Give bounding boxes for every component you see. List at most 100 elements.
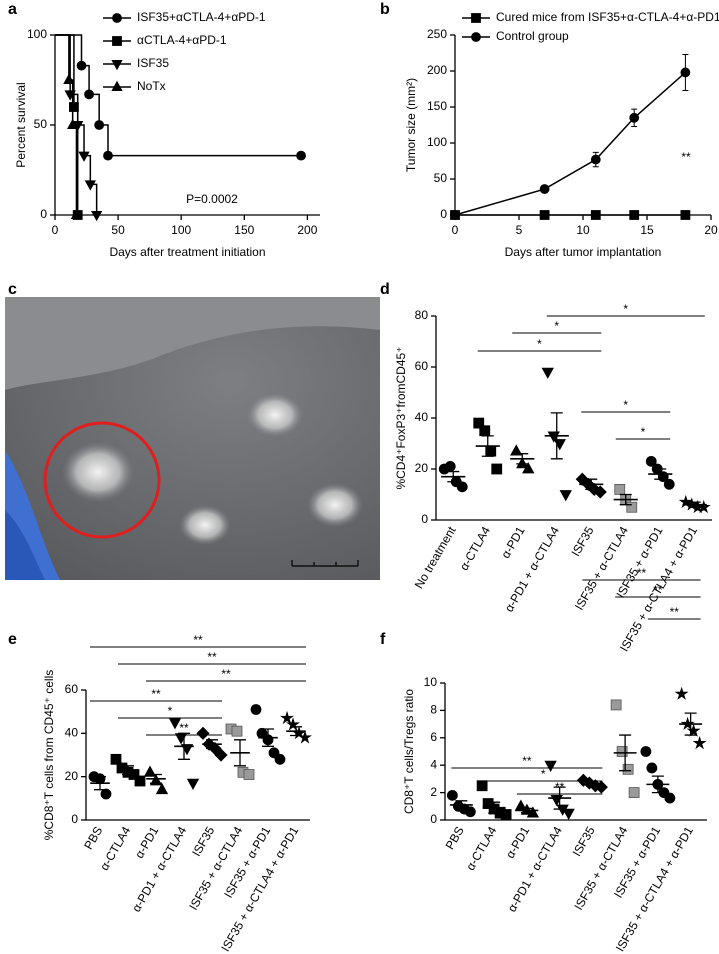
marker (473, 417, 485, 429)
highlight-circle (43, 421, 161, 539)
x-axis-label: Days after tumor implantation (505, 245, 662, 259)
marker (296, 150, 306, 161)
x-tick-label: 15 (640, 223, 654, 237)
marker (84, 89, 94, 100)
y-tick-label: 250 (427, 27, 447, 41)
marker (274, 753, 286, 765)
marker (626, 501, 638, 513)
panel-label: a (8, 1, 17, 18)
y-tick-label: 50 (434, 171, 448, 185)
panel-label: e (8, 631, 17, 648)
series-line (55, 34, 302, 157)
legend-label: ISF35 (137, 56, 169, 70)
y-axis-label: CD8⁺T cells/Tregs ratio (402, 689, 416, 814)
legend-label: Cured mice from ISF35+α-CTLA-4+α-PD1 (496, 10, 719, 24)
significance-label: ** (221, 667, 231, 681)
x-tick-label: ISF35 (570, 824, 598, 859)
marker (186, 778, 200, 790)
y-axis-label: Percent survival (14, 82, 28, 167)
x-tick-label: PBS (81, 824, 105, 852)
marker (680, 210, 691, 220)
y-tick-label: 0 (440, 207, 447, 221)
x-tick-label: ISF35 (568, 524, 596, 559)
series-line (454, 71, 686, 216)
marker (622, 763, 634, 775)
y-tick-label: 4 (430, 757, 437, 771)
marker (84, 180, 96, 191)
y-axis-label: Tumor size (mm²) (404, 78, 418, 172)
marker (522, 462, 535, 474)
x-tick-label: 0 (52, 223, 59, 237)
y-tick-label: 40 (65, 726, 79, 740)
marker (482, 798, 494, 809)
x-tick-label: α-PD1 (132, 824, 161, 861)
x-tick-label: 150 (234, 223, 254, 237)
y-tick-label: 100 (27, 27, 47, 41)
marker (446, 789, 458, 801)
marker (70, 208, 83, 220)
x-tick-label: α-PD1 + α-CTLA4 (129, 824, 189, 915)
tumor (307, 483, 363, 527)
marker (491, 463, 503, 475)
y-tick-label: 0 (430, 812, 437, 826)
x-tick-label: α-PD1 (498, 524, 527, 561)
marker (444, 461, 456, 472)
y-tick-label: 50 (34, 117, 48, 131)
x-tick-label: α-CTLA4 (457, 524, 493, 573)
marker (63, 73, 75, 84)
y-axis-label: %CD4⁺FoxP3⁺fromCD45⁺ (394, 346, 408, 489)
significance-label: * (623, 302, 628, 316)
y-tick-label: 0 (40, 207, 47, 221)
marker (590, 154, 601, 165)
legend-marker (111, 60, 123, 71)
significance-label: ** (151, 687, 161, 701)
photo-backdrop (5, 297, 380, 390)
tumor (247, 393, 303, 437)
significance-label: * (541, 767, 546, 781)
legend-label: ISF35+αCTLA-4+αPD-1 (137, 10, 266, 24)
significance-label: ** (653, 583, 663, 597)
marker (629, 112, 640, 123)
marker (544, 760, 557, 773)
significance-label: ** (522, 754, 532, 768)
marker (476, 780, 488, 792)
y-tick-label: 200 (427, 63, 447, 77)
panel-label: d (380, 281, 390, 298)
marker (628, 787, 640, 798)
marker (100, 788, 112, 800)
y-tick-label: 8 (430, 703, 437, 717)
x-tick-label: 10 (576, 223, 590, 237)
scale-bar (291, 560, 359, 567)
x-tick-label: 20 (704, 223, 718, 237)
y-tick-label: 60 (415, 359, 429, 373)
significance-label: * (168, 704, 173, 718)
photo (5, 297, 380, 580)
marker (614, 483, 626, 495)
marker (640, 746, 652, 757)
marker (78, 151, 90, 162)
marker (243, 769, 255, 780)
significance-label: * (641, 425, 646, 439)
marker (590, 210, 601, 220)
y-tick-label: 100 (427, 135, 447, 149)
tumor (179, 505, 231, 545)
marker (539, 210, 550, 220)
marker (231, 725, 243, 737)
marker (134, 775, 146, 787)
x-tick-label: α-PD1 (503, 824, 532, 861)
legend-label: αCTLA-4+αPD-1 (137, 33, 227, 47)
marker (610, 699, 622, 711)
marker (91, 210, 103, 222)
y-tick-label: 80 (415, 308, 429, 322)
panel-label: c (8, 281, 17, 298)
marker (250, 704, 262, 715)
marker (559, 490, 572, 502)
series-line (55, 34, 78, 215)
y-tick-label: 60 (65, 682, 79, 696)
marker (76, 60, 87, 71)
marker (103, 150, 113, 161)
legend-marker (471, 32, 481, 42)
y-tick-label: 0 (421, 512, 428, 526)
significance-label: ** (179, 721, 189, 735)
x-tick-label: No treatment (412, 524, 459, 592)
